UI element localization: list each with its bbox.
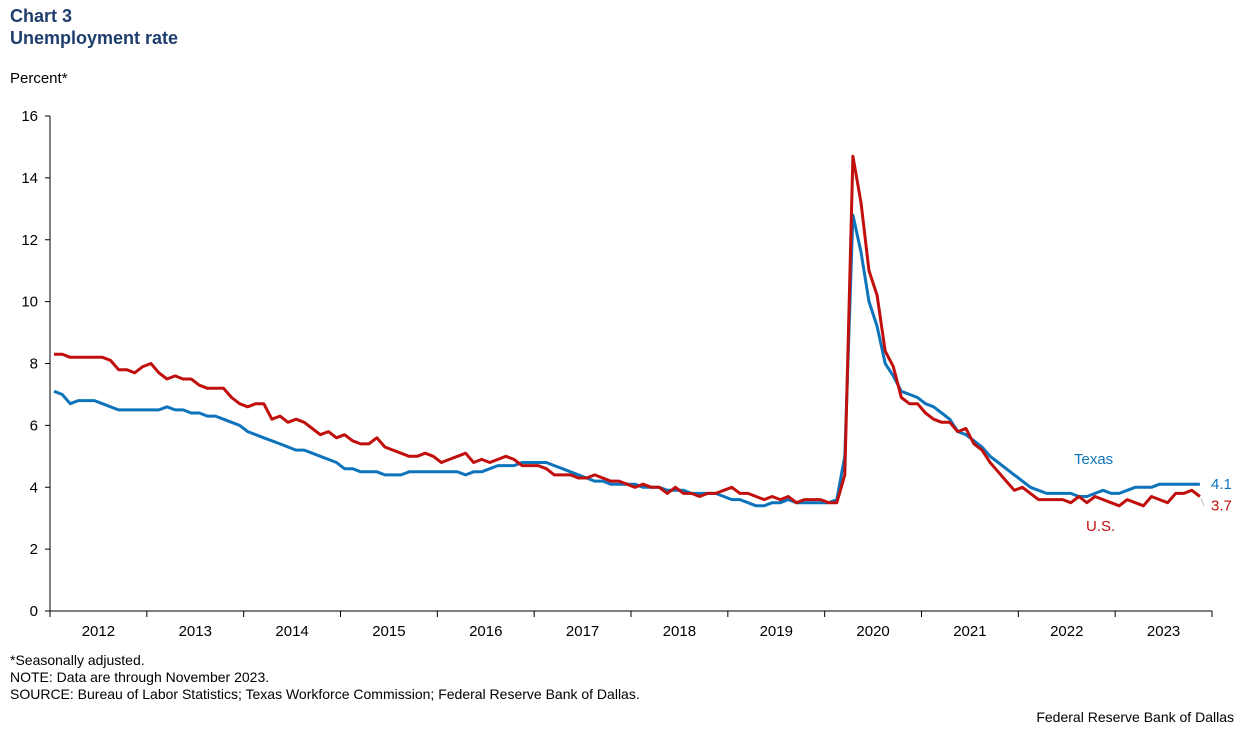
footnote-adjusted: *Seasonally adjusted. bbox=[10, 652, 145, 668]
y-tick-label: 10 bbox=[21, 294, 38, 311]
y-axis-label: Percent* bbox=[10, 70, 68, 87]
y-tick-label: 6 bbox=[30, 417, 38, 434]
leader-line-us bbox=[1200, 498, 1205, 506]
end-label-us: 3.7 bbox=[1211, 498, 1232, 515]
y-tick-label: 16 bbox=[21, 108, 38, 125]
x-tick-label: 2012 bbox=[82, 623, 115, 640]
unemployment-line-chart: 0 2 4 6 8 10 12 14 16 2012 2013 2014 2015 2016 2017 201… bbox=[21, 108, 1232, 640]
footnote-source: SOURCE: Bureau of Labor Statistics; Texa… bbox=[10, 686, 640, 702]
x-tick-label: 2015 bbox=[372, 623, 405, 640]
y-tick-label: 4 bbox=[30, 479, 38, 496]
y-tick-label: 2 bbox=[30, 541, 38, 558]
y-tick-label: 8 bbox=[30, 356, 38, 373]
credit-line: Federal Reserve Bank of Dallas bbox=[1036, 709, 1234, 725]
x-tick-label: 2017 bbox=[566, 623, 599, 640]
x-tick-label: 2013 bbox=[179, 623, 212, 640]
y-tick-label: 0 bbox=[30, 603, 38, 620]
footnotes: *Seasonally adjusted. NOTE: Data are thr… bbox=[10, 652, 640, 703]
series-line-texas bbox=[53, 213, 1200, 508]
x-tick-label: 2018 bbox=[663, 623, 696, 640]
x-tick-label: 2019 bbox=[760, 623, 793, 640]
x-tick-label: 2022 bbox=[1050, 623, 1083, 640]
y-tick-label: 14 bbox=[21, 170, 38, 187]
x-tick-label: 2014 bbox=[275, 623, 308, 640]
y-tick-label: 12 bbox=[21, 232, 38, 249]
chart-title: Unemployment rate bbox=[10, 28, 179, 48]
x-tick-label: 2021 bbox=[953, 623, 986, 640]
footnote-note: NOTE: Data are through November 2023. bbox=[10, 669, 270, 685]
x-tick-label: 2020 bbox=[856, 623, 889, 640]
annotation-texas: Texas bbox=[1074, 451, 1113, 468]
x-tick-label: 2023 bbox=[1147, 623, 1180, 640]
x-tick-label: 2016 bbox=[469, 623, 502, 640]
chart-number: Chart 3 bbox=[10, 6, 73, 26]
end-label-texas: 4.1 bbox=[1211, 476, 1232, 493]
annotation-us: U.S. bbox=[1086, 518, 1115, 535]
series-line-us bbox=[54, 154, 1201, 508]
